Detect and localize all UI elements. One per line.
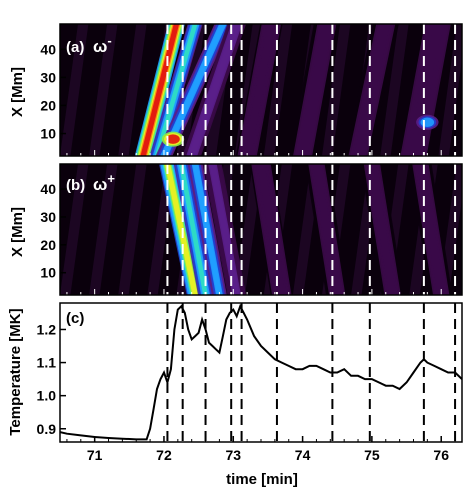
ytick-label: 0.9	[37, 421, 57, 437]
panel-b-ylabel: X [Mm]	[9, 207, 26, 257]
heatmap-ridge	[243, 24, 276, 156]
panel-c-yaxis: 0.9 1.0 1.1 1.2	[37, 321, 66, 437]
ytick-label: 10	[40, 265, 56, 281]
ytick-label: 10	[40, 126, 56, 142]
ytick-label: 30	[40, 69, 56, 85]
panel-b-symbol-base: ω	[93, 175, 107, 194]
panel-a-symbol-sup: -	[107, 33, 111, 48]
heatmap-ridge	[353, 24, 390, 156]
panel-a-frame	[59, 23, 463, 157]
xtick-label: 72	[156, 447, 172, 463]
ytick-label: 30	[40, 209, 56, 225]
heatmap-stripe	[118, 24, 147, 156]
heatmap-ridge	[188, 24, 240, 156]
heatmap-stripe	[60, 164, 89, 295]
panel-a-event-markers	[66, 24, 457, 156]
panel-a-yaxis: 10 20 30 40	[40, 41, 66, 142]
heatmap-hotspot	[166, 134, 180, 144]
panel-c-frame	[59, 302, 463, 443]
xtick-label: 71	[87, 447, 103, 463]
heatmap-stripe	[89, 164, 118, 295]
ytick-label: 1.2	[37, 321, 57, 337]
heatmap-ridge	[312, 164, 341, 295]
panel-a-ylabel: X [Mm]	[9, 67, 26, 117]
panel-c-xlabel: time [min]	[226, 471, 298, 488]
panel-a-label: (a)	[66, 39, 84, 56]
heatmap-stripe	[118, 164, 147, 295]
panel-b-heatmap	[60, 164, 462, 295]
heatmap-ridge	[178, 164, 208, 295]
panel-a-heatmap	[60, 24, 462, 156]
temperature-line	[60, 303, 462, 441]
panel-b-frame	[59, 163, 463, 296]
panel-b: 10 20 30 40 (b) ω+ X [Mm]	[9, 163, 463, 296]
panel-b-symbol: ω+	[93, 171, 115, 194]
panel-c-event-markers	[66, 303, 457, 442]
heatmap-ridge	[368, 164, 397, 295]
ytick-label: 1.0	[37, 388, 57, 404]
panel-a: 10 20 30 40 (a) ω- X [Mm]	[9, 23, 463, 157]
xtick-label: 74	[295, 447, 311, 463]
panel-b-yaxis: 10 20 30 40	[40, 181, 66, 281]
ytick-label: 1.1	[37, 355, 57, 371]
xtick-label: 76	[433, 447, 449, 463]
heatmap-ridge	[154, 24, 198, 156]
heatmap-stripe	[89, 24, 118, 156]
heatmap-stripe	[380, 24, 409, 156]
xtick-label: 75	[364, 447, 380, 463]
heatmap-stripe	[321, 24, 351, 156]
ytick-label: 20	[40, 97, 56, 113]
panel-c: 0.9 1.0 1.1 1.2 71 72 73 74 75 76 (c) Temperatur…	[7, 302, 463, 488]
heatmap-ridge	[298, 24, 332, 156]
panel-a-symbol-base: ω	[93, 37, 107, 56]
panel-b-event-markers	[66, 164, 457, 295]
heatmap-ridge	[257, 164, 286, 295]
heatmap-stripe	[60, 24, 89, 156]
heatmap-ridge	[164, 164, 198, 295]
panel-c-label: (c)	[66, 310, 84, 327]
heatmap-hotspot	[420, 117, 435, 128]
heatmap-stripe	[438, 24, 462, 156]
heatmap-ridge	[192, 164, 222, 295]
panel-b-symbol-sup: +	[107, 171, 115, 186]
heatmap-stripe	[263, 24, 293, 156]
xtick-label: 73	[225, 447, 241, 463]
heatmap-ridge	[140, 24, 180, 156]
temperature-series	[60, 303, 462, 441]
panel-b-label: (b)	[66, 177, 85, 194]
panel-c-xaxis: 71 72 73 74 75 76	[87, 436, 449, 463]
ytick-label: 40	[40, 41, 56, 57]
heatmap-ridge	[161, 24, 226, 156]
ytick-label: 20	[40, 237, 56, 253]
panel-c-background	[60, 303, 462, 442]
panel-c-ylabel: Temperature [MK]	[7, 308, 24, 435]
ytick-label: 40	[40, 181, 56, 197]
panel-a-symbol: ω-	[93, 33, 112, 56]
